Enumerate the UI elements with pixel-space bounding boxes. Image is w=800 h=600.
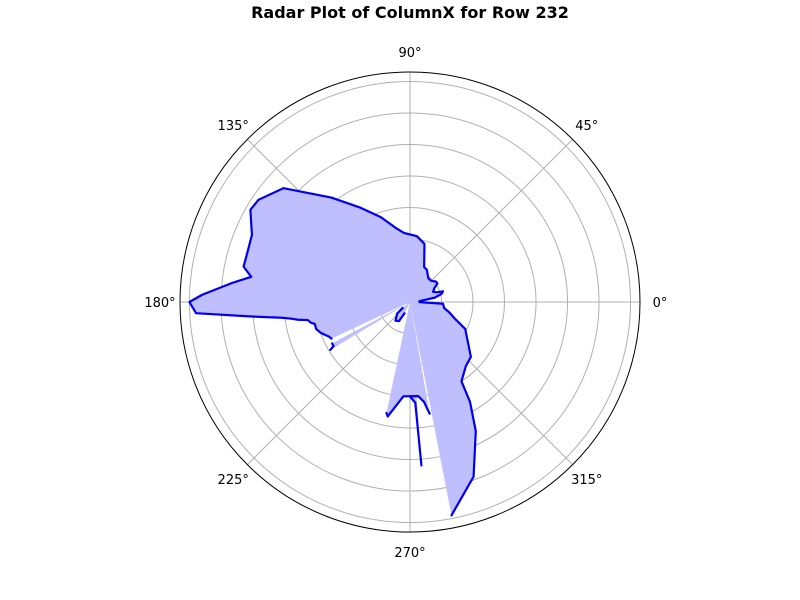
series-area-3: [386, 302, 430, 417]
grid-spoke-225: [247, 301, 411, 465]
series-area-2: [395, 302, 410, 322]
series-line-3: [385, 395, 431, 418]
polar-frame: [179, 71, 641, 533]
angle-tick-label-315: 315°: [571, 473, 602, 488]
angle-tick-label-0: 0°: [653, 296, 668, 311]
angle-tick-labels: 0° 45° 90° 135° 180° 225° 270° 315°: [144, 46, 667, 561]
angle-tick-label-135: 135°: [218, 119, 249, 134]
series-area-5: [410, 302, 422, 466]
series-area-1: [330, 302, 410, 350]
series-line-4: [418, 301, 477, 517]
angle-tick-label-270: 270°: [394, 546, 425, 561]
chart-title: Radar Plot of ColumnX for Row 232: [251, 3, 569, 22]
series-line-5: [408, 395, 423, 467]
series-area-4: [410, 302, 476, 516]
angle-tick-label-45: 45°: [575, 119, 598, 134]
angle-tick-label-225: 225°: [218, 473, 249, 488]
angle-tick-label-90: 90°: [398, 46, 421, 61]
series-line-2: [394, 306, 406, 323]
series-line-1: [329, 342, 335, 351]
angle-tick-label-180: 180°: [144, 296, 175, 311]
grid-spoke-45: [409, 139, 573, 303]
data-series: [188, 187, 477, 517]
series-area-0: [189, 188, 443, 339]
series-line-0: [188, 187, 445, 340]
